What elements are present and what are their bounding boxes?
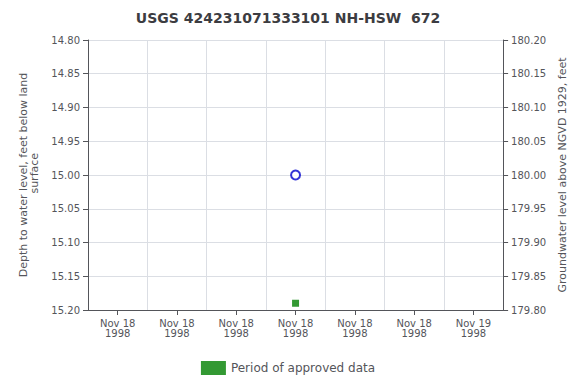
svg-text:180.20: 180.20 <box>511 35 546 46</box>
svg-text:1998: 1998 <box>164 328 189 339</box>
svg-text:180.15: 180.15 <box>511 68 546 79</box>
svg-text:179.80: 179.80 <box>511 305 546 316</box>
svg-text:14.95: 14.95 <box>51 136 80 147</box>
svg-text:1998: 1998 <box>224 328 249 339</box>
svg-text:15.05: 15.05 <box>51 203 80 214</box>
svg-text:15.20: 15.20 <box>51 305 80 316</box>
svg-text:Nov 18: Nov 18 <box>159 317 195 329</box>
svg-text:179.85: 179.85 <box>511 271 546 282</box>
svg-text:Groundwater level above NGVD 1: Groundwater level above NGVD 1929, feet <box>556 57 569 293</box>
svg-text:179.95: 179.95 <box>511 203 546 214</box>
svg-text:14.90: 14.90 <box>51 102 80 113</box>
svg-text:Nov 18: Nov 18 <box>99 317 136 329</box>
svg-text:1998: 1998 <box>401 328 426 339</box>
svg-text:1998: 1998 <box>461 328 486 339</box>
svg-text:15.15: 15.15 <box>51 271 80 282</box>
svg-text:Period of approved data: Period of approved data <box>231 361 375 375</box>
svg-text:surface: surface <box>28 153 41 197</box>
svg-text:14.80: 14.80 <box>51 35 80 46</box>
svg-text:Nov 19: Nov 19 <box>455 317 492 329</box>
svg-text:180.00: 180.00 <box>511 170 546 181</box>
svg-text:Nov 18: Nov 18 <box>277 317 314 329</box>
svg-text:Depth to water level, feet bel: Depth to water level, feet below land <box>17 72 31 278</box>
svg-text:1998: 1998 <box>342 328 367 339</box>
svg-text:1998: 1998 <box>283 328 308 339</box>
svg-text:179.90: 179.90 <box>511 237 546 248</box>
svg-text:Nov 18: Nov 18 <box>337 317 373 329</box>
svg-text:Nov 18: Nov 18 <box>396 317 432 329</box>
svg-text:15.00: 15.00 <box>51 170 80 181</box>
svg-text:15.10: 15.10 <box>51 237 80 248</box>
svg-text:180.05: 180.05 <box>511 136 546 147</box>
svg-text:Nov 18: Nov 18 <box>218 317 254 329</box>
svg-text:180.10: 180.10 <box>511 102 546 113</box>
svg-text:1998: 1998 <box>105 328 130 339</box>
svg-text:14.85: 14.85 <box>51 68 80 79</box>
svg-text:USGS 424231071333101 NH-HSW 6: USGS 424231071333101 NH-HSW 672 <box>136 10 440 26</box>
